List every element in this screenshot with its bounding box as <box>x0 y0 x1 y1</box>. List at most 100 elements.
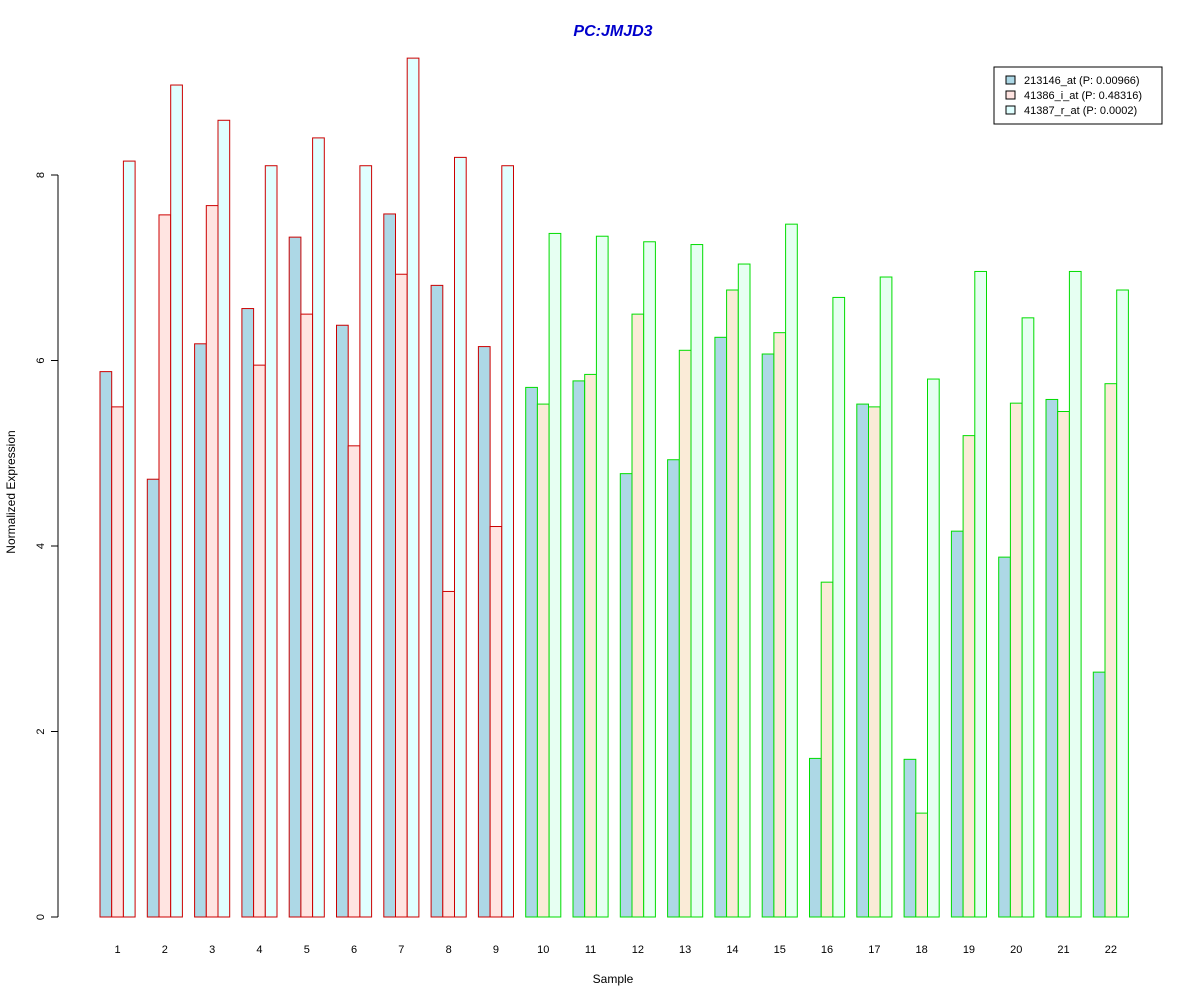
x-tick-labels: 1 2 3 4 5 6 7 8 9 10 11 12 13 14 15 16 17 18 19 20 21 22 <box>114 944 1116 956</box>
legend-label-3: 41387_r_at (P: 0.0002) <box>1024 105 1137 117</box>
y-tick-label: 0 <box>35 914 47 920</box>
bar-sample-18-series-3 <box>927 378 940 918</box>
bar-sample-3-series-1 <box>194 343 207 918</box>
bar-sample-2-series-3 <box>170 84 183 918</box>
bar-sample-20-series-3 <box>1021 317 1035 918</box>
bar-sample-2-series-1 <box>146 478 160 918</box>
bar-sample-6-series-3 <box>359 165 373 918</box>
bar-sample-12-series-1 <box>619 473 633 918</box>
chart-title: PC:JMJD3 <box>573 23 652 40</box>
bar-sample-15-series-1 <box>761 353 775 918</box>
legend-swatch-3 <box>1005 105 1016 115</box>
bar-sample-16-series-3 <box>832 296 846 918</box>
bar-sample-1-series-3 <box>122 160 136 918</box>
bar-sample-19-series-1 <box>950 530 964 918</box>
bar-sample-5-series-2 <box>300 313 314 918</box>
bar-sample-22-series-2 <box>1104 383 1118 918</box>
bar-sample-14-series-1 <box>714 336 728 918</box>
bar-sample-5-series-3 <box>312 137 325 918</box>
x-tick-label-15: 15 <box>774 944 786 956</box>
bar-sample-4-series-3 <box>264 165 278 918</box>
bar-sample-20-series-2 <box>1009 402 1023 918</box>
bar-sample-4-series-2 <box>253 364 266 918</box>
y-tick-label: 4 <box>35 543 47 549</box>
x-tick-label-11: 11 <box>585 944 596 956</box>
bar-sample-11-series-2 <box>584 373 597 918</box>
bar-sample-17-series-2 <box>868 406 881 918</box>
x-tick-label-6: 6 <box>351 944 357 956</box>
legend-box <box>993 66 1163 125</box>
x-tick-label-3: 3 <box>209 944 215 956</box>
x-tick-label-2: 2 <box>162 944 168 956</box>
bar-sample-21-series-1 <box>1045 398 1059 918</box>
bar-sample-13-series-3 <box>690 244 704 918</box>
bar-sample-17-series-1 <box>856 403 869 918</box>
x-tick-label-19: 19 <box>963 944 975 956</box>
bar-sample-8-series-3 <box>454 156 467 918</box>
bar-sample-1-series-1 <box>99 371 113 918</box>
bar-sample-12-series-3 <box>643 241 656 918</box>
bar-sample-18-series-2 <box>915 812 928 918</box>
bar-sample-13-series-1 <box>667 459 680 918</box>
bar-sample-14-series-3 <box>737 263 751 918</box>
bar-sample-10-series-2 <box>536 403 550 918</box>
bar-sample-15-series-3 <box>785 223 798 918</box>
y-axis: 0 2 4 6 8 <box>35 172 59 920</box>
bar-sample-20-series-1 <box>998 556 1011 918</box>
bar-sample-6-series-1 <box>336 324 349 918</box>
x-tick-label-22: 22 <box>1105 944 1117 956</box>
bar-sample-10-series-1 <box>525 386 538 918</box>
x-tick-label-21: 21 <box>1057 944 1069 956</box>
y-axis-label: Normalized Expression <box>4 430 18 553</box>
x-tick-label-20: 20 <box>1010 944 1022 956</box>
bar-sample-8-series-2 <box>442 590 455 918</box>
bar-sample-19-series-2 <box>962 435 976 918</box>
legend-swatch-1 <box>1005 75 1016 85</box>
x-tick-label-12: 12 <box>632 944 644 956</box>
bar-sample-11-series-1 <box>572 380 586 918</box>
x-tick-label-10: 10 <box>537 944 549 956</box>
legend-label-1: 213146_at (P: 0.00966) <box>1024 75 1140 87</box>
bar-sample-7-series-3 <box>406 57 420 918</box>
x-tick-label-13: 13 <box>679 944 691 956</box>
x-tick-label-4: 4 <box>256 944 262 956</box>
bar-sample-9-series-3 <box>501 165 514 918</box>
bar-sample-5-series-1 <box>288 236 302 918</box>
bar-sample-15-series-2 <box>773 332 787 918</box>
x-tick-label-17: 17 <box>868 944 880 956</box>
bar-sample-2-series-2 <box>158 214 172 918</box>
bar-sample-17-series-3 <box>879 276 893 918</box>
bar-sample-10-series-3 <box>548 232 562 918</box>
legend-swatch-2 <box>1005 90 1016 100</box>
bar-sample-1-series-2 <box>111 406 124 918</box>
x-tick-label-14: 14 <box>726 944 738 956</box>
bar-sample-22-series-1 <box>1092 671 1106 918</box>
legend: 213146_at (P: 0.00966) 41386_i_at (P: 0.4… <box>993 66 1163 125</box>
bar-sample-4-series-1 <box>241 308 255 918</box>
bar-series-group <box>99 57 1129 918</box>
bar-sample-9-series-2 <box>489 526 503 918</box>
bar-sample-16-series-1 <box>809 757 822 918</box>
bar-sample-14-series-2 <box>726 289 739 918</box>
x-axis-label: Sample <box>593 972 634 986</box>
y-tick-label: 6 <box>35 357 47 363</box>
bar-sample-8-series-1 <box>430 284 444 918</box>
y-tick-label: 2 <box>35 728 47 734</box>
bar-sample-6-series-2 <box>347 445 361 918</box>
bar-sample-22-series-3 <box>1116 289 1129 918</box>
bar-sample-18-series-1 <box>903 758 917 918</box>
bar-sample-9-series-1 <box>477 346 491 918</box>
bar-sample-3-series-2 <box>205 205 219 918</box>
bar-sample-16-series-2 <box>820 581 834 918</box>
bar-sample-13-series-2 <box>678 349 692 918</box>
bar-sample-21-series-3 <box>1068 270 1082 918</box>
bar-sample-11-series-3 <box>595 235 609 918</box>
x-tick-label-7: 7 <box>398 944 404 956</box>
x-tick-label-5: 5 <box>304 944 310 956</box>
legend-label-2: 41386_i_at (P: 0.48316) <box>1024 90 1142 102</box>
x-tick-label-16: 16 <box>821 944 833 956</box>
bar-sample-3-series-3 <box>217 119 231 918</box>
x-tick-label-1: 1 <box>114 944 120 956</box>
x-tick-label-8: 8 <box>446 944 452 956</box>
